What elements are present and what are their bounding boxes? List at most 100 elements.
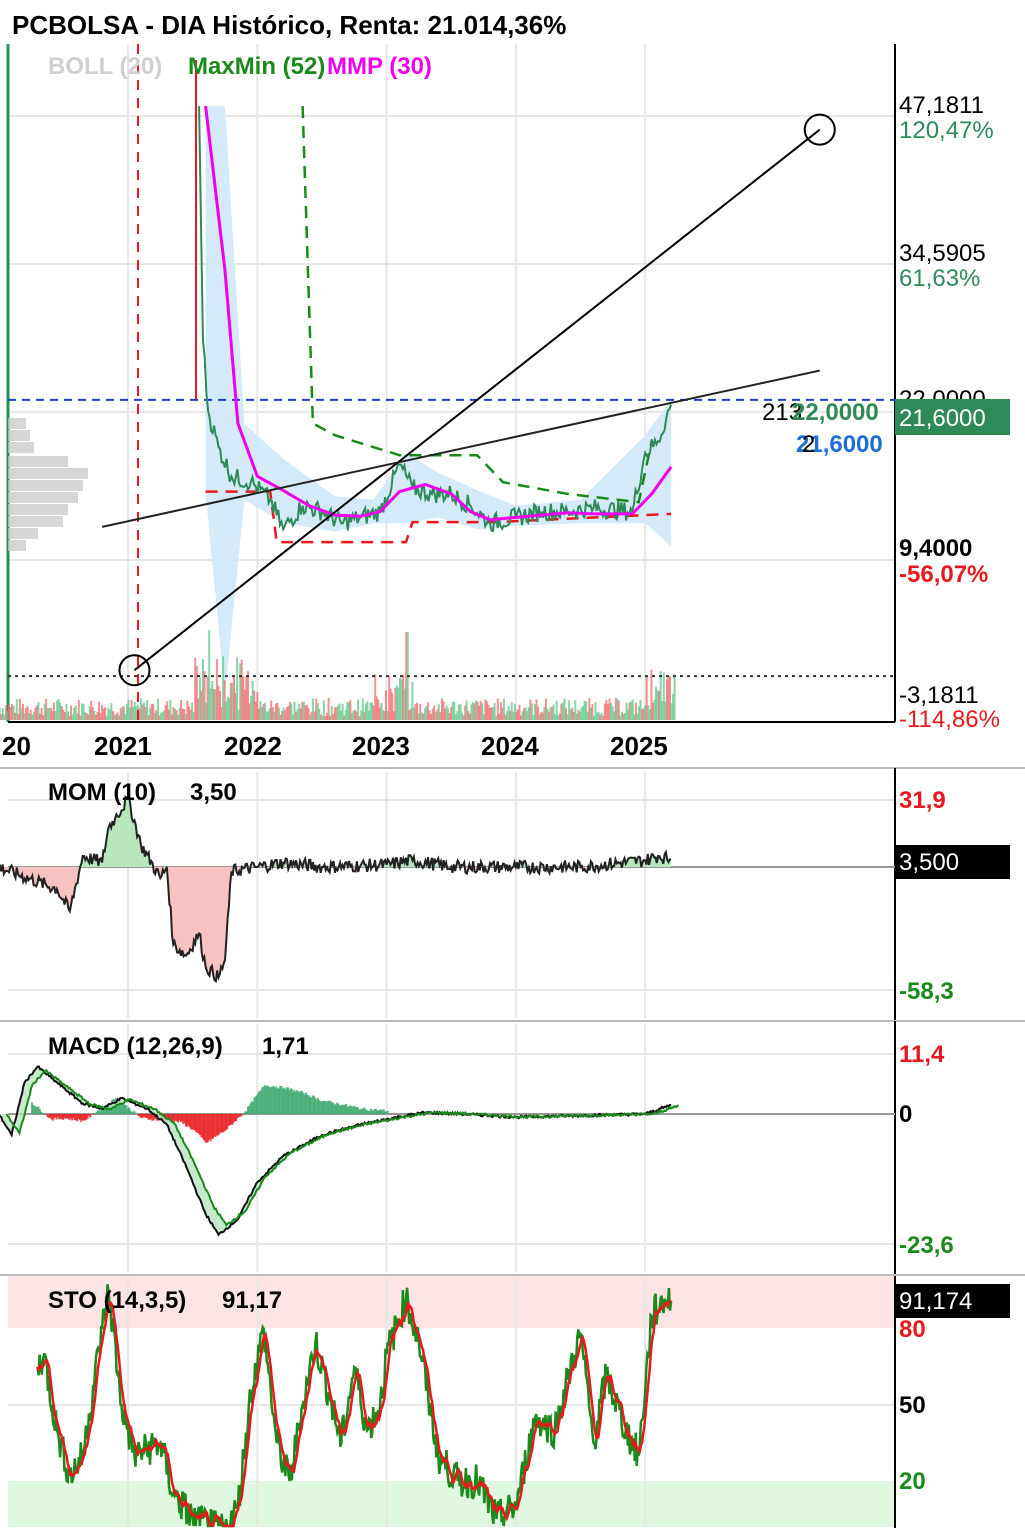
price-tick-5: -3,1811 — [899, 682, 979, 709]
volume-bar — [634, 702, 637, 720]
trendline-end-handle[interactable] — [803, 113, 836, 146]
volume-bar — [616, 698, 619, 720]
volume-bar — [6, 710, 9, 720]
macd-histogram-bar — [41, 1113, 44, 1114]
volume-bar — [23, 712, 26, 720]
volume-bar — [338, 703, 341, 720]
macd-histogram-bar — [122, 1104, 125, 1114]
trendline-shallow[interactable] — [101, 369, 820, 528]
volume-bar — [104, 707, 107, 720]
macd-panel[interactable]: MACD (12,26,9) 1,71 11,4 0 -23,6 — [0, 1021, 954, 1274]
macd-grid — [8, 1024, 895, 1272]
volume-bar — [411, 681, 414, 720]
volume-bar — [673, 674, 676, 720]
volume-bar — [296, 709, 299, 720]
volume-bar — [368, 710, 370, 720]
macd-histogram-bar — [256, 1095, 258, 1114]
price-tick-2-pct: 61,63% — [899, 265, 980, 292]
volume-bar — [77, 699, 80, 720]
volume-bar — [115, 714, 118, 720]
macd-axis-zero: 0 — [899, 1101, 912, 1128]
volume-bar — [530, 703, 533, 720]
volume-bar — [603, 703, 606, 720]
volume-bar — [504, 714, 507, 720]
macd-histogram-bar — [93, 1114, 96, 1115]
volume-bar — [49, 707, 52, 720]
macd-histogram-bar — [131, 1111, 134, 1114]
volume-bar — [386, 710, 389, 720]
volume-bar — [305, 704, 308, 720]
volume-bar — [501, 707, 504, 720]
volume-bar — [605, 700, 608, 720]
macd-histogram-bar — [142, 1114, 145, 1118]
volume-bar — [560, 703, 563, 720]
legend-mmp[interactable]: MMP (30) — [327, 53, 432, 80]
volume-bar — [434, 711, 437, 720]
macd-histogram-bar — [54, 1114, 57, 1118]
volume-bar — [113, 714, 116, 720]
volume-bars — [0, 630, 676, 720]
mom-panel[interactable]: MOM (10) 3,50 31,9 -58,3 3,500 — [0, 768, 1010, 1020]
volume-bar — [0, 713, 3, 720]
macd-signal-line — [5, 1069, 679, 1228]
volume-bar — [135, 706, 138, 720]
volume-bar — [658, 691, 661, 720]
volume-bar — [169, 699, 172, 720]
volume-bar — [606, 704, 609, 720]
volume-bar — [381, 709, 384, 720]
trendline-steep[interactable] — [133, 128, 821, 672]
macd-histogram-bar — [283, 1087, 286, 1114]
macd-histogram-bar — [373, 1109, 376, 1114]
volume-bar — [17, 713, 20, 720]
volume-bar — [540, 712, 543, 720]
macd-histogram-bar — [311, 1095, 314, 1114]
macd-label[interactable]: MACD (12,26,9) — [48, 1033, 223, 1060]
volume-bar — [648, 709, 651, 720]
volume-bar — [662, 672, 665, 720]
macd-histogram-bar — [364, 1109, 367, 1114]
macd-value: 1,71 — [262, 1033, 309, 1060]
macd-histogram-bar — [253, 1097, 256, 1114]
macd-histogram-bar — [72, 1114, 75, 1119]
price-tick-4-pct: -56,07% — [899, 561, 988, 588]
trendline-start-handle[interactable] — [118, 654, 151, 687]
volume-bar — [287, 706, 290, 720]
volume-bar — [588, 698, 591, 720]
volume-bar — [278, 707, 280, 720]
volume-bar — [73, 707, 76, 720]
macd-histogram-bar — [236, 1114, 239, 1118]
macd-histogram-bar — [120, 1101, 123, 1114]
macd-histogram-bar — [37, 1106, 40, 1114]
legend-boll[interactable]: BOLL (20) — [48, 53, 162, 80]
volume-bar — [105, 715, 108, 720]
sto-label[interactable]: STO (14,3,5) — [48, 1287, 186, 1314]
volume-bar — [388, 675, 391, 720]
macd-histogram-bar — [227, 1114, 230, 1126]
volume-bar — [158, 715, 161, 720]
volume-bar — [661, 701, 664, 720]
sto-panel[interactable]: STO (14,3,5) 91,17 91,174 80 50 20 — [8, 1276, 1010, 1528]
macd-histogram-bar — [144, 1114, 147, 1118]
price-panel[interactable]: PCBOLSA - DIA Histórico, Renta: 21.014,3… — [0, 6, 1010, 761]
volume-bar — [243, 689, 246, 720]
volume-bar — [580, 707, 583, 720]
volume-bar — [465, 700, 468, 720]
volume-bar — [636, 713, 639, 720]
volume-bar — [416, 702, 419, 720]
volume-bar — [292, 714, 294, 720]
volume-bar — [87, 714, 90, 720]
volume-profile-bar — [8, 528, 38, 539]
macd-histogram-bar — [169, 1114, 172, 1122]
macd-histogram-bar — [215, 1114, 218, 1136]
volume-profile-bar — [8, 418, 26, 429]
volume-bar — [319, 714, 322, 720]
macd-histogram-bar — [137, 1114, 140, 1116]
volume-bar — [259, 701, 262, 720]
mom-label[interactable]: MOM (10) — [48, 779, 156, 806]
macd-histogram-bar — [280, 1085, 283, 1114]
macd-histogram-bar — [336, 1102, 339, 1114]
volume-bar — [456, 711, 459, 720]
legend-maxmin[interactable]: MaxMin (52) — [188, 53, 325, 80]
macd-histogram-bar — [276, 1088, 279, 1114]
